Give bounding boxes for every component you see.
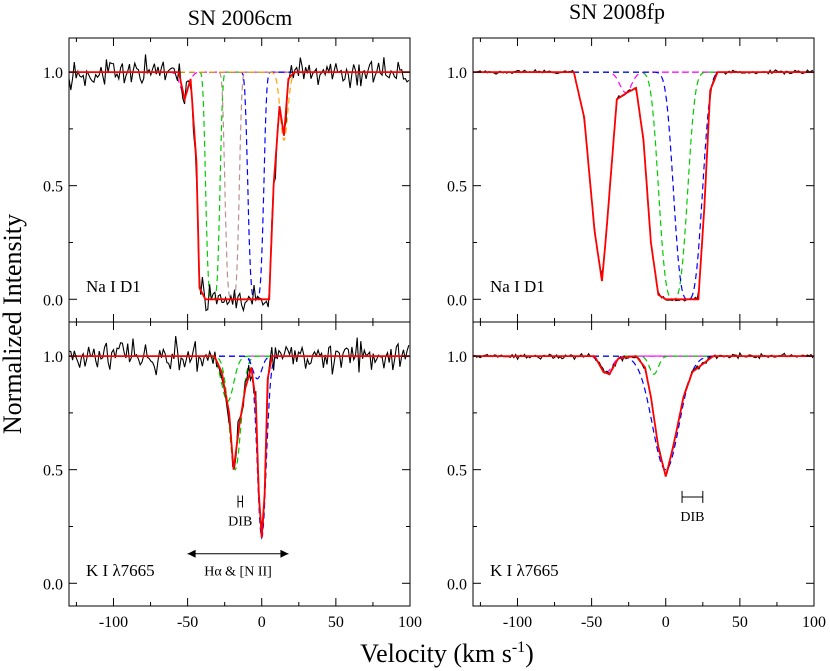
panel-sn2008fp-ki: 0.0 0.5 1.0 -100 -50 0 50 100 K I λ7665 DIB [447, 321, 826, 631]
fit-line [69, 355, 410, 538]
x-axis-label: Velocity (km s-1) [360, 639, 534, 668]
x-tick-label: 50 [732, 614, 748, 631]
y-tick-label: 0.5 [43, 179, 63, 196]
spectrum-line [69, 336, 410, 527]
fit-line [473, 355, 814, 477]
x-tick-label: 100 [398, 614, 422, 631]
x-tick-label: -50 [581, 614, 602, 631]
plot-area [473, 68, 814, 302]
fit-line [473, 71, 814, 301]
line-label: K I λ7665 [86, 561, 155, 580]
y-tick-label: 0.5 [43, 463, 63, 480]
x-axis-label-sup: -1 [512, 639, 525, 656]
component-line-2 [69, 71, 410, 300]
fit-line [69, 71, 410, 301]
component-line-0 [473, 71, 814, 94]
panel-sn2006cm-nai: 0.0 0.5 1.0 Na I D1 [43, 37, 411, 323]
x-tick-label: 100 [802, 614, 826, 631]
panel-frame [472, 321, 815, 607]
y-tick-label: 0.0 [43, 292, 63, 309]
plot-area [69, 336, 410, 540]
x-axis-label-close: ) [525, 639, 534, 668]
component-line-2 [473, 355, 814, 471]
y-tick-label: 0.0 [447, 576, 467, 593]
component-line-2 [473, 71, 814, 300]
x-tick-label: -50 [177, 614, 198, 631]
x-tick-label: 0 [258, 614, 266, 631]
y-tick-label: 0.5 [447, 463, 467, 480]
y-tick-label: 1.0 [43, 65, 63, 82]
spectrum-line [473, 351, 814, 475]
panel-sn2008fp-nai: 0.0 0.5 1.0 Na I D1 [447, 37, 815, 323]
component-line-0 [473, 355, 814, 373]
plot-area [473, 351, 814, 477]
x-tick-label: 50 [328, 614, 344, 631]
arrow-head-right [280, 549, 289, 558]
line-label: K I λ7665 [490, 561, 559, 580]
panel-sn2006cm-ki: 0.0 0.5 1.0 -100 -50 0 50 100 K I λ7665 DIB Hα & [… [43, 321, 422, 631]
y-tick-label: 1.0 [447, 65, 467, 82]
line-label: Na I D1 [86, 277, 141, 296]
y-tick-label: 0.0 [447, 292, 467, 309]
y-tick-label: 1.0 [447, 349, 467, 366]
x-tick-label: -100 [503, 614, 532, 631]
component-line-1 [69, 355, 410, 471]
y-axis-label: Normalized Intensity [0, 214, 27, 434]
panel-title-sn2006cm: SN 2006cm [188, 5, 293, 30]
component-line-1 [473, 71, 814, 300]
component-line-3 [69, 355, 410, 540]
y-tick-label: 0.5 [447, 179, 467, 196]
arrow-head-left [187, 549, 196, 558]
component-line-4 [69, 71, 410, 142]
panel-frame [68, 321, 411, 607]
line-label: Na I D1 [490, 277, 545, 296]
x-tick-label: -100 [99, 614, 128, 631]
y-tick-label: 0.0 [43, 576, 63, 593]
component-line-0 [69, 355, 410, 403]
plot-area [69, 54, 410, 313]
x-tick-label: 0 [662, 614, 670, 631]
spectrum-line [69, 54, 410, 313]
halpha-label: Hα & [N II] [204, 565, 272, 580]
dib-label: DIB [228, 514, 252, 529]
dib-label: DIB [680, 510, 704, 525]
spectrum-line [473, 68, 814, 302]
panel-title-sn2008fp: SN 2008fp [569, 0, 665, 24]
component-line-0 [69, 71, 410, 96]
x-axis-label-main: Velocity (km s [360, 639, 512, 668]
y-tick-label: 1.0 [43, 349, 63, 366]
